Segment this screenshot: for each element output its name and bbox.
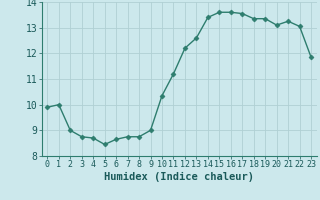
X-axis label: Humidex (Indice chaleur): Humidex (Indice chaleur): [104, 172, 254, 182]
